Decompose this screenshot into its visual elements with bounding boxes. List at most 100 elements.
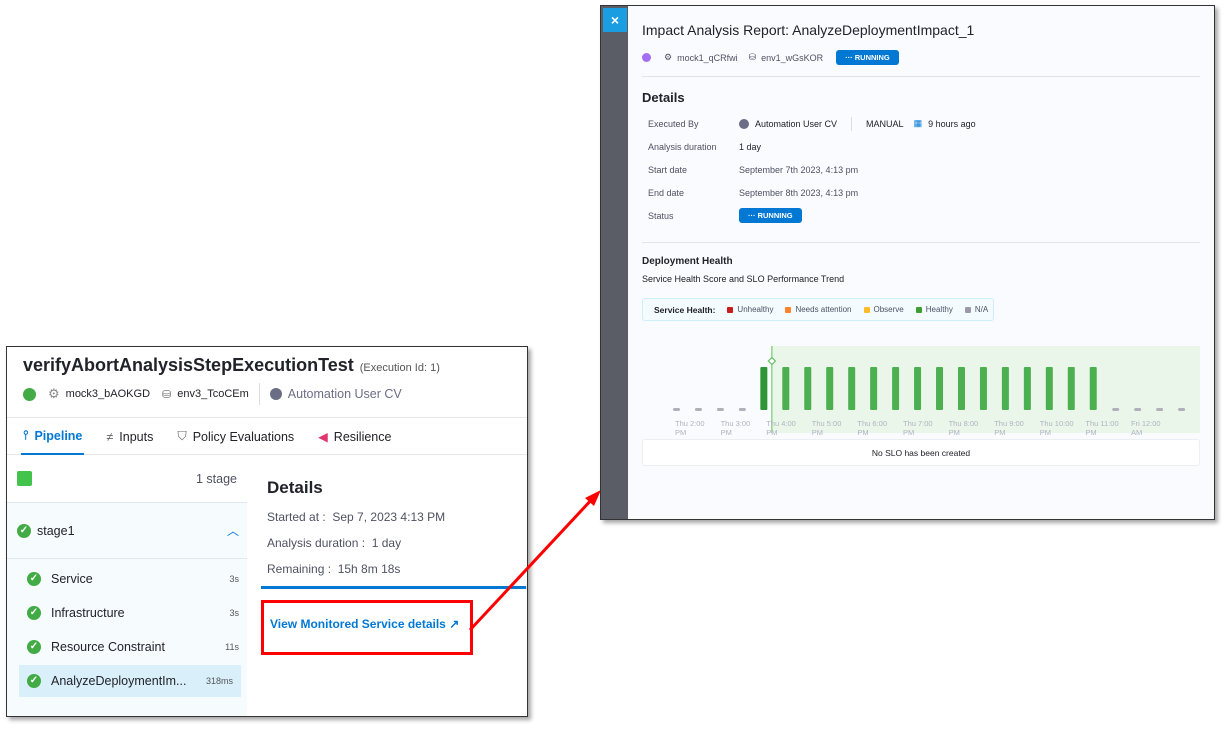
- x-tick-label: Thu 11:00 PM: [1085, 419, 1118, 437]
- legend-item: Observe: [863, 305, 904, 314]
- bar-na: [1112, 408, 1120, 411]
- legend-item: Unhealthy: [727, 305, 773, 314]
- bar-healthy: [892, 367, 900, 410]
- report-title: Impact Analysis Report: AnalyzeDeploymen…: [642, 22, 975, 38]
- legend-label: Healthy: [925, 305, 953, 314]
- legend-item: Needs attention: [785, 305, 852, 314]
- x-tick-label: Thu 2:00 PM: [675, 419, 705, 437]
- analysis-progress-bar: [261, 586, 527, 589]
- close-button[interactable]: ×: [603, 8, 627, 32]
- success-check-icon: ✓: [27, 606, 41, 620]
- step-row-selected[interactable]: ✓ AnalyzeDeploymentIm... 318ms: [19, 665, 241, 697]
- bar-na: [673, 408, 680, 411]
- step-row[interactable]: ✓ Infrastructure 3s: [19, 597, 247, 629]
- health-legend: Service Health: Unhealthy Needs attentio…: [642, 298, 994, 321]
- legend-swatch: [863, 306, 870, 313]
- executed-time: 9 hours ago: [928, 118, 976, 129]
- label: End date: [648, 187, 685, 198]
- chevron-up-icon[interactable]: ︿: [226, 524, 239, 538]
- tab-label: Policy Evaluations: [192, 429, 295, 444]
- status-row: Status ··· RUNNING: [648, 204, 1188, 227]
- cv-module-icon: [642, 53, 651, 62]
- legend-label: N/A: [974, 305, 989, 314]
- bar-healthy: [979, 367, 987, 410]
- label: Analysis duration :: [267, 536, 366, 550]
- legend-title: Service Health:: [654, 304, 716, 315]
- divider: [642, 242, 1200, 243]
- remaining: Remaining : 15h 8m 18s: [267, 562, 527, 576]
- health-score-chart: Thu 2:00 PM Thu 3:00 PM Thu 4:00 PM Thu 5:00 PM…: [673, 346, 1200, 437]
- step-duration: 11s: [225, 642, 239, 652]
- service-gear-icon: ⚙: [664, 52, 673, 62]
- step-duration: 3s: [229, 574, 239, 584]
- user-name: Automation User CV: [755, 118, 838, 129]
- tab-label: Resilience: [333, 429, 392, 444]
- bar-healthy: [1045, 367, 1053, 410]
- pipeline-title: verifyAbortAnalysisStepExecutionTest (Exe…: [23, 355, 440, 376]
- x-tick-label: Fri 12:00 AM: [1131, 419, 1161, 437]
- environment-icon: ⛁: [162, 388, 172, 401]
- legend-swatch: [785, 306, 792, 313]
- execution-tabs: ⫯ Pipeline ≠ Inputs ⛉ Policy Evaluations ◀ R…: [7, 417, 527, 455]
- bar-healthy: [914, 367, 922, 410]
- details-heading: Details: [642, 90, 685, 105]
- tab-inputs[interactable]: ≠ Inputs: [104, 418, 155, 455]
- step-row[interactable]: ✓ Service 3s: [19, 563, 247, 595]
- impact-analysis-drawer: × Impact Analysis Report: AnalyzeDeploym…: [600, 5, 1215, 520]
- bar-na: [1156, 408, 1164, 411]
- bar-na: [716, 408, 724, 411]
- step-row[interactable]: ✓ Resource Constraint 11s: [19, 631, 247, 663]
- no-slo-message: No SLO has been created: [642, 439, 1200, 466]
- success-check-icon: ✓: [17, 523, 31, 538]
- link-text[interactable]: View Monitored Service details: [270, 617, 446, 631]
- bar-healthy: [848, 367, 856, 410]
- x-tick-label: Thu 3:00 PM: [721, 419, 751, 437]
- details-table: Executed By Automation User CV MANUAL ▦ 9 ho…: [648, 112, 1188, 227]
- bar-healthy: [936, 367, 944, 410]
- tab-policy-evaluations[interactable]: ⛉ Policy Evaluations: [175, 418, 296, 455]
- pipeline-execution-panel: verifyAbortAnalysisStepExecutionTest (Exe…: [6, 346, 528, 717]
- bar-healthy: [1067, 367, 1075, 410]
- step-name: Service: [51, 572, 93, 586]
- execution-id: (Execution Id: 1): [359, 362, 440, 374]
- value: September 8th 2023, 4:13 pm: [739, 187, 859, 198]
- bar-healthy: [957, 367, 965, 410]
- tab-pipeline[interactable]: ⫯ Pipeline: [21, 418, 85, 455]
- value: Sep 7, 2023 4:13 PM: [332, 510, 446, 524]
- divider: [851, 116, 853, 131]
- bar-healthy: [1023, 367, 1031, 410]
- stage-row[interactable]: ✓ stage1 ︿: [7, 503, 247, 559]
- value: 1 day: [739, 141, 762, 152]
- value: 1 day: [371, 536, 402, 550]
- analysis-duration: Analysis duration : 1 day: [267, 536, 527, 550]
- pipeline-icon: ⫯: [23, 428, 29, 442]
- x-tick-label: Thu 6:00 PM: [857, 419, 887, 437]
- status-badge: ··· RUNNING: [739, 208, 802, 223]
- x-tick-label: Thu 5:00 PM: [812, 419, 842, 437]
- bar-healthy: [782, 367, 790, 410]
- user-icon: [739, 118, 749, 129]
- deployment-health-subtitle: Service Health Score and SLO Performance…: [642, 274, 845, 284]
- service-name: mock3_bAOKGD: [65, 388, 151, 400]
- executed-by-row: Executed By Automation User CV MANUAL ▦ 9 ho…: [648, 112, 1188, 135]
- trigger-type: MANUAL: [866, 118, 904, 129]
- legend-swatch: [964, 306, 971, 313]
- label: Start date: [648, 164, 688, 175]
- bar-healthy: [870, 367, 878, 410]
- pipeline-status-icon: [23, 387, 36, 401]
- tab-label: Inputs: [119, 429, 154, 444]
- legend-swatch: [727, 306, 734, 313]
- details-heading: Details: [267, 478, 323, 497]
- resilience-icon: ◀: [318, 430, 328, 444]
- success-check-icon: ✓: [27, 674, 41, 688]
- pipeline-name: verifyAbortAnalysisStepExecutionTest: [23, 355, 354, 375]
- step-name: Infrastructure: [51, 606, 125, 620]
- tab-resilience[interactable]: ◀ Resilience: [316, 418, 393, 455]
- label: Started at :: [267, 510, 326, 524]
- label: Analysis duration: [648, 141, 717, 152]
- step-name: Resource Constraint: [51, 640, 165, 654]
- end-date-row: End date September 8th 2023, 4:13 pm: [648, 181, 1188, 204]
- legend-item: Healthy: [915, 305, 953, 314]
- bar-healthy: [760, 367, 768, 410]
